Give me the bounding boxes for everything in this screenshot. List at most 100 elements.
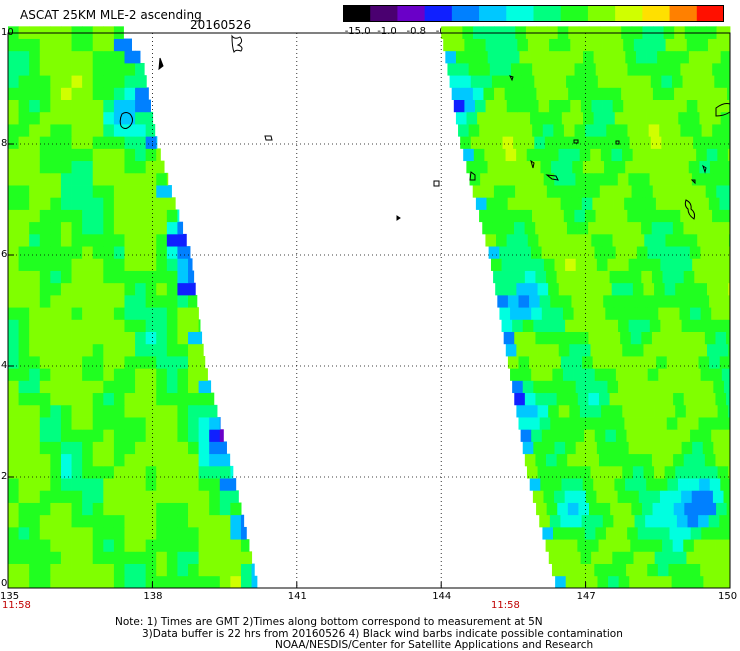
heatmap-cell bbox=[611, 343, 623, 357]
heatmap-cell bbox=[678, 50, 690, 64]
heatmap-cell bbox=[650, 136, 662, 149]
heatmap-cell bbox=[71, 343, 83, 357]
heatmap-cell bbox=[82, 294, 94, 308]
heatmap-cell bbox=[18, 417, 30, 430]
heatmap-cell bbox=[624, 417, 636, 430]
heatmap-cell bbox=[651, 221, 663, 235]
heatmap-cell bbox=[679, 246, 691, 259]
heatmap-cell bbox=[712, 209, 724, 223]
heatmap-cell bbox=[678, 160, 690, 174]
heatmap-cell bbox=[585, 124, 597, 137]
heatmap-cell bbox=[198, 465, 210, 479]
heatmap-cell bbox=[60, 502, 72, 516]
heatmap-cell bbox=[209, 526, 221, 540]
heatmap-cell bbox=[145, 478, 157, 491]
swath-east bbox=[441, 26, 731, 589]
heatmap-cell bbox=[631, 502, 643, 516]
heatmap-cell bbox=[529, 478, 541, 491]
heatmap-cell bbox=[92, 368, 104, 381]
heatmap-cell bbox=[580, 99, 592, 113]
heatmap-cell bbox=[50, 368, 62, 381]
heatmap-cell bbox=[551, 160, 563, 174]
heatmap-cell bbox=[166, 221, 178, 235]
heatmap-cell bbox=[701, 526, 713, 540]
heatmap-cell bbox=[697, 99, 709, 113]
heatmap-cell bbox=[29, 160, 41, 174]
heatmap-cell bbox=[625, 160, 637, 174]
heatmap-cell bbox=[156, 136, 158, 149]
heatmap-cell bbox=[645, 514, 657, 528]
heatmap-cell bbox=[18, 38, 30, 52]
heatmap-cell bbox=[113, 331, 125, 345]
heatmap-cell bbox=[166, 465, 178, 479]
x-tick-label: 141 bbox=[287, 591, 307, 602]
heatmap-cell bbox=[585, 62, 597, 76]
heatmap-cell bbox=[135, 148, 147, 162]
heatmap-cell bbox=[615, 307, 627, 320]
heatmap-cell bbox=[479, 62, 491, 76]
heatmap-cell bbox=[717, 343, 729, 357]
heatmap-cell bbox=[198, 356, 206, 369]
heatmap-cell bbox=[509, 246, 521, 259]
heatmap-cell bbox=[103, 258, 115, 271]
heatmap-cell bbox=[145, 160, 157, 174]
heatmap-cell bbox=[659, 209, 671, 223]
heatmap-cell bbox=[607, 490, 619, 503]
heatmap-cell bbox=[483, 87, 495, 100]
heatmap-cell bbox=[599, 502, 611, 516]
heatmap-cell bbox=[82, 148, 94, 162]
heatmap-cell bbox=[602, 38, 614, 52]
heatmap-cell bbox=[113, 526, 125, 540]
plot-frame bbox=[7, 32, 731, 589]
heatmap-cell bbox=[50, 453, 62, 467]
heatmap-cell bbox=[639, 380, 651, 394]
heatmap-cell bbox=[696, 148, 708, 162]
heatmap-cell bbox=[572, 50, 584, 64]
heatmap-cell bbox=[613, 417, 625, 430]
heatmap-cell bbox=[60, 453, 72, 467]
heatmap-cell bbox=[113, 197, 125, 210]
heatmap-cell bbox=[618, 258, 630, 271]
heatmap-cell bbox=[502, 75, 514, 88]
heatmap-cell bbox=[103, 514, 115, 528]
heatmap-cell bbox=[145, 319, 157, 332]
heatmap-cell bbox=[71, 319, 83, 332]
heatmap-cell bbox=[570, 38, 582, 52]
heatmap-cell bbox=[616, 124, 628, 137]
heatmap-cell bbox=[538, 233, 550, 247]
heatmap-cell bbox=[82, 404, 94, 418]
heatmap-cell bbox=[177, 502, 189, 516]
heatmap-cell bbox=[548, 233, 560, 247]
heatmap-cell bbox=[50, 502, 62, 516]
heatmap-cell bbox=[113, 514, 125, 528]
heatmap-cell bbox=[166, 172, 169, 186]
heatmap-cell bbox=[166, 356, 178, 369]
heatmap-cell bbox=[156, 429, 168, 442]
heatmap-cell bbox=[103, 490, 115, 503]
heatmap-cell bbox=[135, 270, 147, 284]
heatmap-cell bbox=[506, 99, 518, 113]
heatmap-cell bbox=[135, 539, 147, 552]
y-tick-label: 10 bbox=[1, 27, 14, 38]
heatmap-cell bbox=[18, 233, 30, 247]
heatmap-cell bbox=[50, 575, 62, 589]
heatmap-cell bbox=[576, 75, 588, 88]
heatmap-cell bbox=[670, 172, 682, 186]
heatmap-cell bbox=[692, 258, 704, 271]
heatmap-cell bbox=[711, 307, 723, 320]
heatmap-cell bbox=[524, 221, 536, 235]
heatmap-cell bbox=[630, 453, 642, 467]
heatmap-cell bbox=[660, 172, 672, 186]
heatmap-cell bbox=[124, 50, 136, 64]
heatmap-cell bbox=[717, 404, 729, 418]
island-outline bbox=[264, 135, 273, 141]
heatmap-cell bbox=[92, 62, 104, 76]
heatmap-cell bbox=[491, 136, 503, 149]
heatmap-cell bbox=[651, 331, 663, 345]
heatmap-cell bbox=[488, 246, 500, 259]
heatmap-cell bbox=[113, 502, 125, 516]
heatmap-cell bbox=[39, 575, 51, 589]
heatmap-cell bbox=[8, 87, 19, 100]
heatmap-cell bbox=[219, 465, 231, 479]
heatmap-cell bbox=[177, 380, 189, 394]
